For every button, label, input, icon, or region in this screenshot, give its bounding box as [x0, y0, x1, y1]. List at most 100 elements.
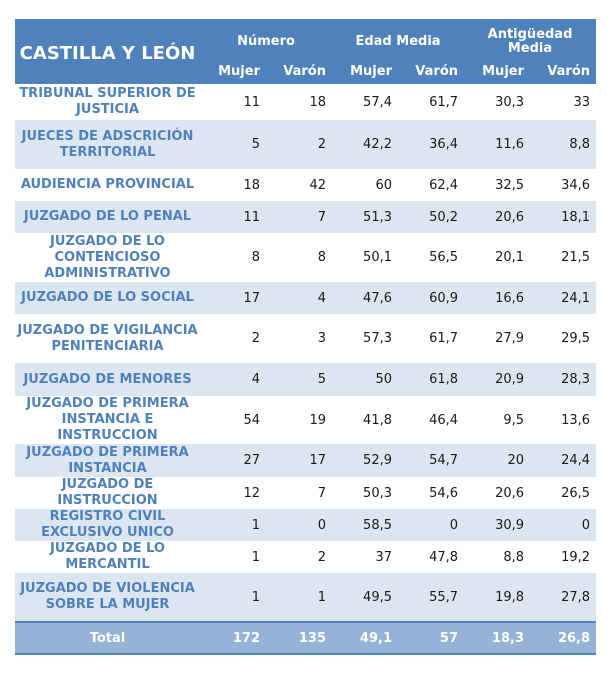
table-row: TRIBUNAL SUPERIOR DE JUSTICIA 11 18 57,4 61,…: [15, 84, 596, 120]
cell-antiguedad-varon: 28,3: [530, 363, 597, 396]
row-label: TRIBUNAL SUPERIOR DE JUSTICIA: [19, 86, 196, 117]
cell-antiguedad-mujer: 20,9: [464, 363, 531, 396]
row-label: AUDIENCIA PROVINCIAL: [20, 177, 195, 192]
cell-edad-varon: 46,4: [429, 412, 459, 428]
subheader-antiguedad-mujer: Mujer: [464, 64, 531, 84]
cell-antiguedad-varon: 33: [573, 94, 591, 110]
row-label: JUZGADO DE LO PENAL: [15, 201, 200, 233]
total-label: Total: [15, 621, 200, 655]
row-label: JUECES DE ADSCRICIÓN TERRITORIAL: [15, 120, 200, 169]
cell-antiguedad-mujer: 20,1: [495, 250, 525, 265]
cell-numero-mujer: 2: [251, 331, 260, 346]
cell-antiguedad-mujer: 30,9: [464, 509, 531, 541]
cell-edad-varon: 61,8: [398, 363, 465, 396]
cell-edad-varon: 54,7: [398, 444, 465, 477]
cell-numero-varon: 7: [317, 485, 326, 501]
cell-edad-varon: 36,4: [398, 120, 465, 169]
cell-antiguedad-mujer: 27,9: [495, 331, 525, 346]
group-header-edad-media: Edad Media: [332, 19, 465, 64]
table-row: AUDIENCIA PROVINCIAL 18 42 60 62,4 32,5 34,6: [15, 169, 596, 201]
row-label: JUZGADO DE LO MERCANTIL: [50, 541, 165, 572]
cell-edad-mujer: 51,3: [332, 201, 398, 233]
cell-antiguedad-mujer: 16,6: [464, 282, 531, 314]
table-row: JUZGADO DE LO SOCIAL 17 4 47,6 60,9 16,6 24,1: [15, 282, 597, 314]
cell-antiguedad-mujer: 20,6: [495, 485, 525, 501]
cell-antiguedad-mujer: 30,3: [495, 94, 525, 110]
cell-numero-mujer: 11: [200, 201, 266, 233]
cell-numero-varon: 4: [266, 282, 332, 314]
table-row: JUZGADO DE PRIMERA INSTANCIA E INSTRUCCI…: [15, 396, 596, 444]
cell-antiguedad-mujer: 8,8: [503, 549, 525, 565]
cell-antiguedad-varon: 19,2: [561, 549, 591, 565]
cell-numero-mujer: 1: [200, 573, 266, 622]
cell-edad-varon: 50,2: [398, 201, 465, 233]
cell-edad-mujer: 52,9: [332, 444, 398, 477]
cell-antiguedad-varon: 24,4: [530, 444, 597, 477]
cell-numero-mujer: 1: [251, 549, 260, 565]
cell-numero-mujer: 17: [200, 282, 266, 314]
table-row: JUZGADO DE PRIMERA INSTANCIA 27 17 52,9 54,7…: [15, 444, 597, 477]
table-row: JUZGADO DE VIGILANCIA PENITENCIARIA 2 3 57,…: [15, 314, 596, 363]
total-antiguedad-mujer: 18,3: [464, 621, 531, 655]
cell-numero-mujer: 1: [200, 509, 266, 541]
cell-antiguedad-varon: 8,8: [530, 120, 597, 169]
cell-edad-mujer: 42,2: [332, 120, 398, 169]
cell-antiguedad-mujer: 20: [464, 444, 531, 477]
header-row-gender: Mujer Varón Mujer Varón Mujer Varón: [15, 64, 597, 84]
cell-antiguedad-varon: 13,6: [561, 412, 591, 428]
cell-numero-varon: 17: [266, 444, 332, 477]
total-edad-varon: 57: [398, 621, 465, 655]
group-header-numero: Número: [200, 19, 332, 64]
table-row: REGISTRO CIVIL EXCLUSIVO UNICO 1 0 58,5 0 30,…: [15, 509, 597, 541]
table-row: JUZGADO DE INSTRUCCION 12 7 50,3 54,6 20,6 26,…: [15, 477, 596, 509]
cell-antiguedad-mujer: 32,5: [495, 177, 525, 193]
cell-numero-varon: 2: [317, 549, 326, 565]
cell-edad-mujer: 50: [332, 363, 398, 396]
cell-edad-varon: 56,5: [429, 250, 459, 265]
cell-edad-varon: 0: [398, 509, 465, 541]
total-edad-mujer: 49,1: [332, 621, 398, 655]
total-row: Total 172 135 49,1 57 18,3 26,8: [15, 621, 597, 655]
cell-edad-mujer: 47,6: [332, 282, 398, 314]
cell-numero-mujer: 4: [200, 363, 266, 396]
cell-numero-varon: 0: [266, 509, 332, 541]
cell-antiguedad-varon: 26,5: [561, 485, 591, 501]
cell-numero-varon: 3: [317, 331, 326, 346]
cell-numero-mujer: 27: [200, 444, 266, 477]
cell-numero-mujer: 12: [243, 485, 260, 501]
cell-antiguedad-mujer: 9,5: [503, 412, 525, 428]
cell-edad-varon: 60,9: [398, 282, 465, 314]
row-label: JUZGADO DE VIGILANCIA PENITENCIARIA: [17, 322, 198, 354]
cell-edad-mujer: 58,5: [332, 509, 398, 541]
cell-numero-mujer: 5: [200, 120, 266, 169]
cell-edad-mujer: 50,1: [363, 250, 392, 265]
judges-statistics-table: CASTILLA Y LEÓN Número Edad Media Antigü…: [15, 19, 597, 655]
cell-edad-varon: 47,8: [429, 549, 459, 565]
cell-antiguedad-varon: 18,1: [530, 201, 597, 233]
cell-antiguedad-varon: 21,5: [561, 250, 591, 265]
total-antiguedad-varon: 26,8: [530, 621, 597, 655]
cell-antiguedad-mujer: 19,8: [464, 573, 531, 622]
cell-numero-varon: 8: [317, 250, 326, 265]
row-label: JUZGADO DE INSTRUCCION: [57, 477, 158, 508]
cell-antiguedad-varon: 27,8: [530, 573, 597, 622]
table-row: JUZGADO DE MENORES 4 5 50 61,8 20,9 28,3: [15, 363, 597, 396]
cell-edad-mujer: 41,8: [363, 412, 392, 428]
cell-antiguedad-varon: 34,6: [561, 177, 591, 193]
row-label: REGISTRO CIVIL EXCLUSIVO UNICO: [15, 509, 200, 541]
cell-edad-varon: 61,7: [429, 331, 459, 346]
table-row: JUECES DE ADSCRICIÓN TERRITORIAL 5 2 42,2 36…: [15, 120, 597, 169]
cell-numero-varon: 18: [309, 94, 326, 110]
total-numero-mujer: 172: [200, 621, 266, 655]
table-row: JUZGADO DE VIOLENCIA SOBRE LA MUJER 1 1 49,…: [15, 573, 597, 622]
cell-numero-mujer: 18: [243, 177, 260, 193]
cell-antiguedad-mujer: 11,6: [464, 120, 531, 169]
table-row: JUZGADO DE LO PENAL 11 7 51,3 50,2 20,6 18,1: [15, 201, 597, 233]
subheader-antiguedad-varon: Varón: [530, 64, 597, 84]
row-label: JUZGADO DE VIOLENCIA SOBRE LA MUJER: [15, 573, 200, 622]
subheader-numero-varon: Varón: [266, 64, 332, 84]
cell-numero-varon: 5: [266, 363, 332, 396]
row-label: JUZGADO DE LO SOCIAL: [15, 282, 200, 314]
total-numero-varon: 135: [266, 621, 332, 655]
cell-antiguedad-varon: 29,5: [561, 331, 591, 346]
